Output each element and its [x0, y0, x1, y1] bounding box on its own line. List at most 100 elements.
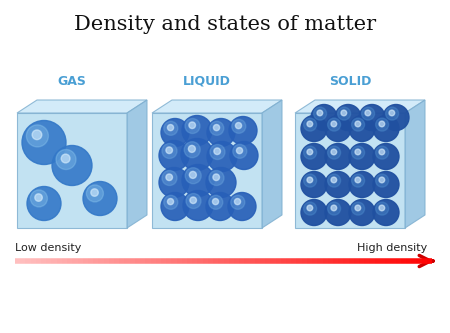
Circle shape — [328, 202, 341, 215]
Circle shape — [159, 167, 189, 197]
Circle shape — [213, 174, 220, 180]
Circle shape — [355, 149, 361, 155]
Circle shape — [189, 122, 195, 129]
Circle shape — [301, 144, 327, 169]
Circle shape — [233, 144, 247, 158]
Circle shape — [379, 149, 385, 155]
Circle shape — [235, 123, 242, 129]
Polygon shape — [152, 113, 262, 228]
Circle shape — [184, 142, 200, 158]
Polygon shape — [295, 113, 405, 228]
Circle shape — [232, 119, 246, 133]
Circle shape — [186, 193, 201, 208]
Circle shape — [338, 107, 351, 120]
Circle shape — [349, 144, 375, 169]
Circle shape — [335, 105, 361, 131]
Polygon shape — [405, 100, 425, 228]
Circle shape — [181, 139, 213, 170]
Circle shape — [389, 110, 395, 116]
Circle shape — [161, 192, 189, 220]
Circle shape — [379, 121, 385, 127]
Circle shape — [349, 171, 375, 197]
Circle shape — [351, 202, 364, 215]
Circle shape — [355, 205, 361, 211]
Circle shape — [31, 190, 47, 207]
Circle shape — [32, 130, 42, 140]
Text: Density and states of matter: Density and states of matter — [74, 15, 376, 34]
Circle shape — [325, 199, 351, 225]
Circle shape — [325, 144, 351, 169]
Circle shape — [307, 205, 313, 211]
Circle shape — [166, 174, 172, 180]
Circle shape — [317, 110, 323, 116]
Circle shape — [164, 121, 178, 135]
Circle shape — [383, 105, 409, 131]
Circle shape — [83, 181, 117, 215]
Circle shape — [236, 148, 243, 154]
Circle shape — [86, 185, 104, 202]
Circle shape — [189, 146, 195, 153]
Circle shape — [301, 199, 327, 225]
Text: SOLID: SOLID — [329, 75, 371, 88]
Circle shape — [379, 177, 385, 183]
Circle shape — [365, 110, 371, 116]
Circle shape — [91, 189, 98, 196]
Circle shape — [311, 105, 337, 131]
Circle shape — [166, 147, 172, 154]
Circle shape — [328, 118, 341, 131]
Circle shape — [183, 190, 213, 220]
Polygon shape — [17, 100, 147, 113]
Circle shape — [376, 146, 389, 159]
Circle shape — [212, 198, 219, 205]
Circle shape — [159, 141, 189, 170]
Circle shape — [167, 198, 174, 205]
Circle shape — [359, 105, 385, 131]
Circle shape — [182, 116, 212, 146]
Text: GAS: GAS — [58, 75, 86, 88]
Circle shape — [373, 144, 399, 169]
Circle shape — [349, 199, 375, 225]
Circle shape — [162, 170, 177, 185]
Circle shape — [206, 192, 234, 220]
Circle shape — [341, 110, 346, 116]
Circle shape — [304, 118, 317, 131]
Circle shape — [210, 145, 225, 160]
Circle shape — [351, 118, 364, 131]
Circle shape — [35, 194, 42, 201]
Circle shape — [331, 177, 337, 183]
Circle shape — [373, 171, 399, 197]
Circle shape — [209, 195, 223, 209]
Polygon shape — [127, 100, 147, 228]
Circle shape — [376, 202, 389, 215]
Polygon shape — [152, 100, 282, 113]
Polygon shape — [17, 113, 127, 228]
Circle shape — [185, 168, 201, 184]
Circle shape — [301, 116, 327, 142]
Circle shape — [185, 119, 200, 134]
Circle shape — [362, 107, 374, 120]
Circle shape — [325, 116, 351, 142]
Circle shape — [210, 121, 224, 135]
Circle shape — [229, 117, 257, 145]
Circle shape — [307, 121, 313, 127]
Circle shape — [52, 146, 92, 185]
Circle shape — [314, 107, 327, 120]
Circle shape — [331, 149, 337, 155]
Circle shape — [182, 165, 214, 196]
Circle shape — [376, 174, 389, 187]
Circle shape — [331, 205, 337, 211]
Circle shape — [379, 205, 385, 211]
Circle shape — [209, 170, 224, 185]
Circle shape — [304, 174, 317, 187]
Circle shape — [349, 116, 375, 142]
Polygon shape — [295, 100, 425, 113]
Circle shape — [307, 149, 313, 155]
Circle shape — [328, 146, 341, 159]
Circle shape — [355, 121, 361, 127]
Circle shape — [304, 146, 317, 159]
Circle shape — [331, 121, 337, 127]
Circle shape — [301, 171, 327, 197]
Circle shape — [213, 125, 220, 131]
Circle shape — [27, 186, 61, 220]
Circle shape — [228, 192, 256, 220]
